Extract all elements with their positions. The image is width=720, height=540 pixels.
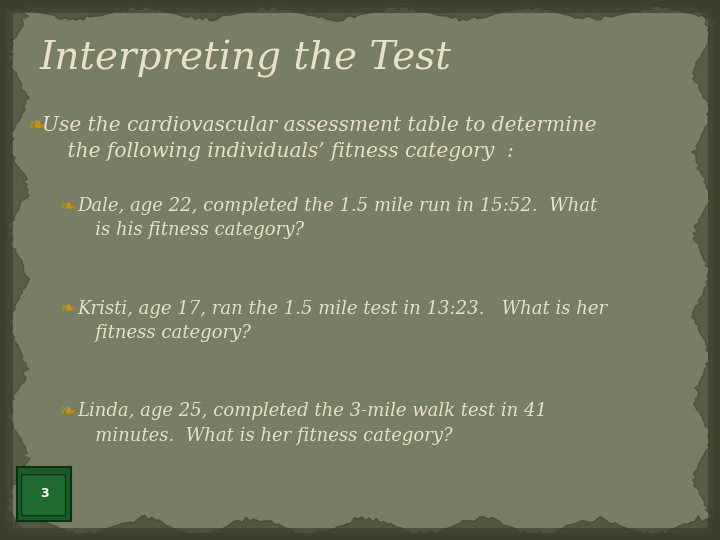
Text: Interpreting the Test: Interpreting the Test [40, 40, 451, 78]
Text: ❧: ❧ [59, 300, 76, 319]
FancyBboxPatch shape [22, 475, 66, 516]
Text: Kristi, age 17, ran the 1.5 mile test in 13:23.   What is her
   fitness categor: Kristi, age 17, ran the 1.5 mile test in… [78, 300, 608, 342]
FancyBboxPatch shape [17, 467, 71, 521]
Text: ❧: ❧ [59, 402, 76, 421]
Text: Use the cardiovascular assessment table to determine
    the following individua: Use the cardiovascular assessment table … [42, 116, 596, 161]
Text: Dale, age 22, completed the 1.5 mile run in 15:52.  What
   is his fitness categ: Dale, age 22, completed the 1.5 mile run… [78, 197, 598, 239]
Text: ❧: ❧ [59, 197, 76, 216]
FancyBboxPatch shape [0, 0, 720, 540]
Text: Linda, age 25, completed the 3-mile walk test in 41
   minutes.  What is her fit: Linda, age 25, completed the 3-mile walk… [78, 402, 548, 444]
Text: ❧: ❧ [27, 116, 45, 136]
Text: 3: 3 [40, 487, 49, 500]
